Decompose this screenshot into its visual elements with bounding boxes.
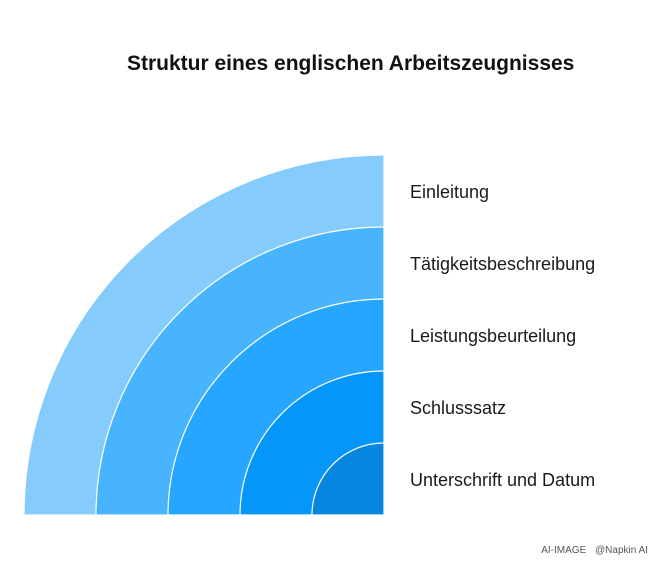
footer-napkin-credit: @Napkin AI xyxy=(595,545,648,556)
footer-ai-image-label: AI-IMAGE xyxy=(541,545,587,556)
layer-label-einleitung: Einleitung xyxy=(410,182,490,202)
diagram-title: Struktur eines englischen Arbeitszeugnis… xyxy=(127,52,575,75)
layer-label-unterschrift-und-datum: Unterschrift und Datum xyxy=(410,470,596,490)
layer-label-schlusssatz: Schlusssatz xyxy=(410,398,507,418)
layer-label-leistungsbeurteilung: Leistungsbeurteilung xyxy=(410,326,577,346)
layer-arc-unterschrift-und-datum xyxy=(311,442,385,516)
footer-credit: AI-IMAGE @Napkin AI xyxy=(541,545,648,556)
layer-label-taetigkeitsbeschreibung: Tätigkeitsbeschreibung xyxy=(410,254,596,274)
